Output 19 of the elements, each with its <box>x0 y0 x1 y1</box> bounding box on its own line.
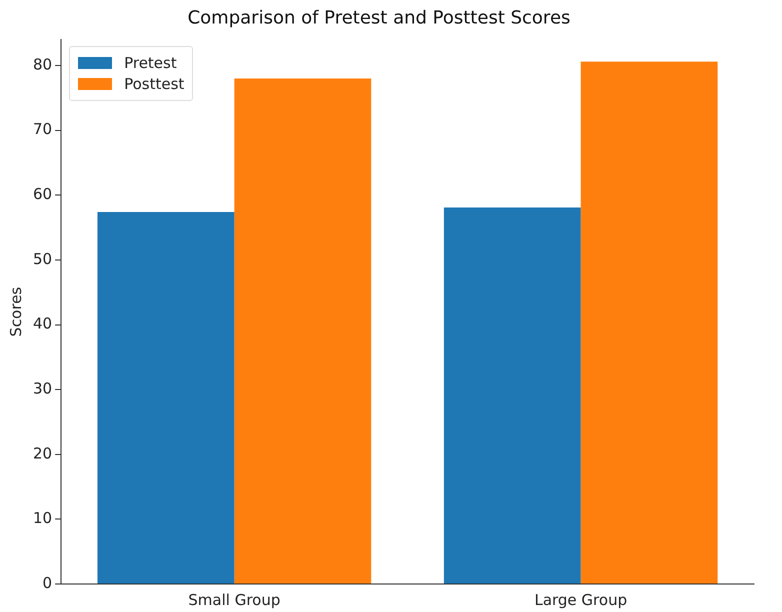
legend-label: Posttest <box>124 74 184 93</box>
x-tick-label: Small Group <box>188 590 280 609</box>
y-tick-label: 20 <box>32 444 52 462</box>
chart-title: Comparison of Pretest and Posttest Scores <box>188 7 570 28</box>
y-tick-label: 50 <box>32 250 52 268</box>
y-tick-label: 0 <box>42 574 52 592</box>
y-tick-label: 60 <box>32 185 52 204</box>
y-tick-label: 30 <box>32 379 52 398</box>
bar <box>97 212 234 584</box>
y-tick-label: 40 <box>32 314 52 333</box>
bar <box>580 62 718 584</box>
bar <box>444 207 581 584</box>
y-tick-label: 10 <box>32 509 52 528</box>
y-axis-title: Scores <box>6 286 25 337</box>
x-tick-label: Large Group <box>534 590 628 609</box>
y-tick-label: 70 <box>32 120 52 138</box>
legend-label: Pretest <box>124 54 177 72</box>
y-tick-label: 80 <box>32 55 52 74</box>
bar <box>234 78 372 584</box>
